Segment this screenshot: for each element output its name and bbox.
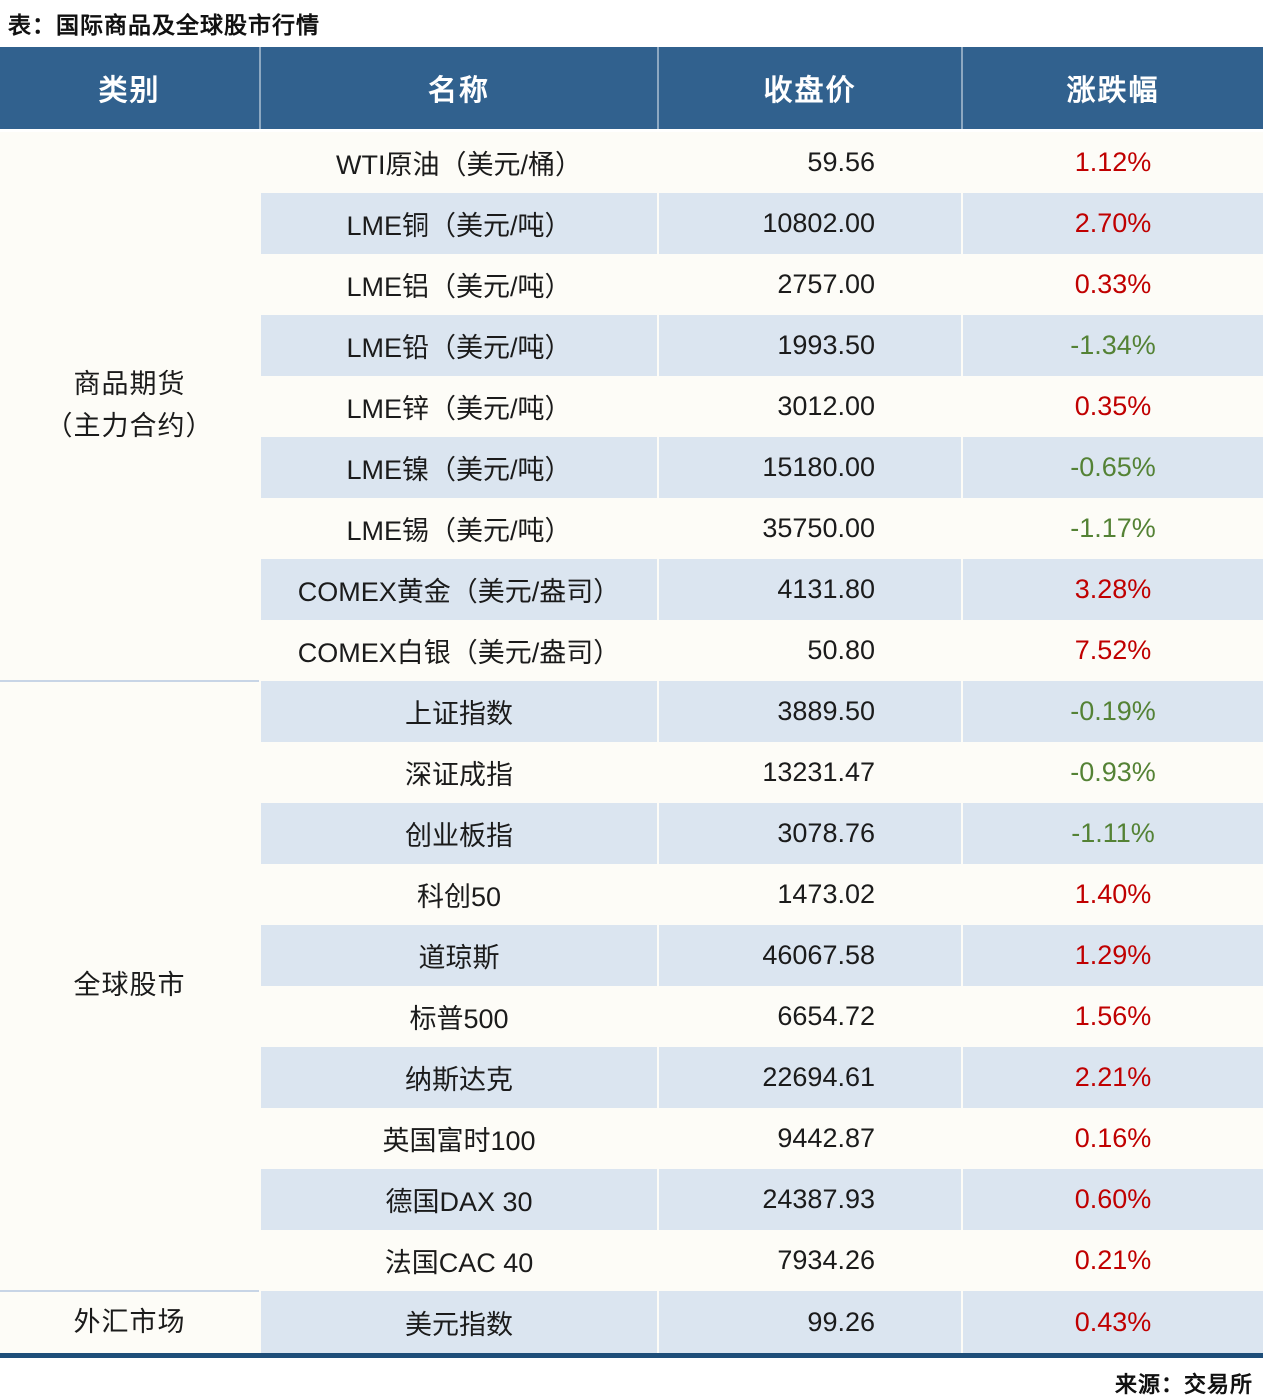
table-row: LME铝（美元/吨） 2757.00 0.33% bbox=[0, 254, 1263, 315]
close-cell: 24387.93 bbox=[657, 1169, 962, 1230]
name-cell: 美元指数 bbox=[259, 1291, 658, 1356]
table-row: 外汇市场 美元指数 99.26 0.43% bbox=[0, 1290, 1263, 1356]
header-row: 类别 名称 收盘价 涨跌幅 bbox=[0, 47, 1263, 132]
category-cell: 商品期货 （主力合约） bbox=[0, 130, 260, 681]
change-cell: -0.65% bbox=[961, 437, 1263, 498]
change-cell: -0.93% bbox=[961, 742, 1263, 803]
category-cell: 全球股市 bbox=[0, 680, 260, 1291]
table-row: COMEX黄金（美元/盎司） 4131.80 3.28% bbox=[0, 559, 1263, 620]
category-cell: 外汇市场 bbox=[0, 1290, 260, 1356]
name-cell: 道琼斯 bbox=[259, 925, 658, 986]
table-row: 深证成指 13231.47 -0.93% bbox=[0, 742, 1263, 803]
table-title: 表：国际商品及全球股市行情 bbox=[8, 12, 320, 38]
table-row: LME铅（美元/吨） 1993.50 -1.34% bbox=[0, 315, 1263, 376]
table-row: 德国DAX 30 24387.93 0.60% bbox=[0, 1169, 1263, 1230]
close-cell: 13231.47 bbox=[657, 742, 962, 803]
category-label-line: 商品期货 bbox=[73, 369, 186, 400]
table-row: 标普500 6654.72 1.56% bbox=[0, 986, 1263, 1047]
name-cell: 标普500 bbox=[259, 986, 658, 1047]
change-cell: 1.29% bbox=[961, 925, 1263, 986]
close-cell: 35750.00 bbox=[657, 498, 962, 559]
name-cell: 纳斯达克 bbox=[259, 1047, 658, 1108]
table-row: LME锡（美元/吨） 35750.00 -1.17% bbox=[0, 498, 1263, 559]
change-cell: -1.11% bbox=[961, 803, 1263, 864]
change-cell: 0.16% bbox=[961, 1108, 1263, 1169]
source-note: 来源：交易所 bbox=[1114, 1372, 1253, 1397]
change-cell: 1.12% bbox=[961, 130, 1263, 193]
name-cell: LME锌（美元/吨） bbox=[259, 376, 658, 437]
header-name: 名称 bbox=[259, 47, 658, 132]
name-cell: LME铜（美元/吨） bbox=[259, 193, 658, 254]
name-cell: LME铝（美元/吨） bbox=[259, 254, 658, 315]
change-cell: 2.21% bbox=[961, 1047, 1263, 1108]
close-cell: 4131.80 bbox=[657, 559, 962, 620]
name-cell: 法国CAC 40 bbox=[259, 1230, 658, 1291]
change-cell: 0.43% bbox=[961, 1291, 1263, 1356]
name-cell: LME锡（美元/吨） bbox=[259, 498, 658, 559]
table-row: LME锌（美元/吨） 3012.00 0.35% bbox=[0, 376, 1263, 437]
header-category: 类别 bbox=[0, 47, 260, 132]
table-row: 创业板指 3078.76 -1.11% bbox=[0, 803, 1263, 864]
change-cell: 1.56% bbox=[961, 986, 1263, 1047]
name-cell: 创业板指 bbox=[259, 803, 658, 864]
change-cell: 1.40% bbox=[961, 864, 1263, 925]
table-row: 科创50 1473.02 1.40% bbox=[0, 864, 1263, 925]
name-cell: LME镍（美元/吨） bbox=[259, 437, 658, 498]
name-cell: COMEX黄金（美元/盎司） bbox=[259, 559, 658, 620]
change-cell: -1.17% bbox=[961, 498, 1263, 559]
name-cell: 德国DAX 30 bbox=[259, 1169, 658, 1230]
change-cell: 0.33% bbox=[961, 254, 1263, 315]
close-cell: 2757.00 bbox=[657, 254, 962, 315]
table-row: 英国富时100 9442.87 0.16% bbox=[0, 1108, 1263, 1169]
change-cell: -1.34% bbox=[961, 315, 1263, 376]
name-cell: 深证成指 bbox=[259, 742, 658, 803]
table-body: 商品期货 （主力合约） WTI原油（美元/桶） 59.56 1.12% LME铜（美元/吨… bbox=[0, 130, 1263, 1356]
close-cell: 22694.61 bbox=[657, 1047, 962, 1108]
category-label-line: （主力合约） bbox=[45, 411, 214, 441]
close-cell: 46067.58 bbox=[657, 925, 962, 986]
header-close: 收盘价 bbox=[657, 47, 962, 132]
change-cell: 0.21% bbox=[961, 1230, 1263, 1291]
close-cell: 3889.50 bbox=[657, 681, 962, 742]
close-cell: 50.80 bbox=[657, 620, 962, 681]
close-cell: 9442.87 bbox=[657, 1108, 962, 1169]
close-cell: 3078.76 bbox=[657, 803, 962, 864]
category-label-line: 全球股市 bbox=[73, 970, 186, 1001]
table-row: LME镍（美元/吨） 15180.00 -0.65% bbox=[0, 437, 1263, 498]
category-label-line: 外汇市场 bbox=[73, 1306, 186, 1337]
change-cell: 0.35% bbox=[961, 376, 1263, 437]
table-row: 道琼斯 46067.58 1.29% bbox=[0, 925, 1263, 986]
table-row: 法国CAC 40 7934.26 0.21% bbox=[0, 1230, 1263, 1291]
close-cell: 15180.00 bbox=[657, 437, 962, 498]
change-cell: 0.60% bbox=[961, 1169, 1263, 1230]
close-cell: 3012.00 bbox=[657, 376, 962, 437]
header-change: 涨跌幅 bbox=[961, 47, 1263, 132]
name-cell: COMEX白银（美元/盎司） bbox=[259, 620, 658, 681]
name-cell: 上证指数 bbox=[259, 681, 658, 742]
quote-table: 类别 名称 收盘价 涨跌幅 商品期货 （主力合约） WTI原油（美元/桶） 59.56… bbox=[0, 47, 1263, 1358]
close-cell: 7934.26 bbox=[657, 1230, 962, 1291]
close-cell: 6654.72 bbox=[657, 986, 962, 1047]
change-cell: -0.19% bbox=[961, 681, 1263, 742]
table-row: LME铜（美元/吨） 10802.00 2.70% bbox=[0, 193, 1263, 254]
close-cell: 59.56 bbox=[657, 130, 962, 193]
table-header: 类别 名称 收盘价 涨跌幅 bbox=[0, 47, 1263, 132]
change-cell: 7.52% bbox=[961, 620, 1263, 681]
name-cell: 英国富时100 bbox=[259, 1108, 658, 1169]
name-cell: WTI原油（美元/桶） bbox=[259, 130, 658, 193]
close-cell: 10802.00 bbox=[657, 193, 962, 254]
close-cell: 99.26 bbox=[657, 1291, 962, 1356]
change-cell: 2.70% bbox=[961, 193, 1263, 254]
change-cell: 3.28% bbox=[961, 559, 1263, 620]
name-cell: LME铅（美元/吨） bbox=[259, 315, 658, 376]
close-cell: 1473.02 bbox=[657, 864, 962, 925]
table-row: 商品期货 （主力合约） WTI原油（美元/桶） 59.56 1.12% bbox=[0, 130, 1263, 681]
table-row: COMEX白银（美元/盎司） 50.80 7.52% bbox=[0, 620, 1263, 681]
table-row: 纳斯达克 22694.61 2.21% bbox=[0, 1047, 1263, 1108]
close-cell: 1993.50 bbox=[657, 315, 962, 376]
name-cell: 科创50 bbox=[259, 864, 658, 925]
table-row: 全球股市 上证指数 3889.50 -0.19% bbox=[0, 680, 1263, 1291]
